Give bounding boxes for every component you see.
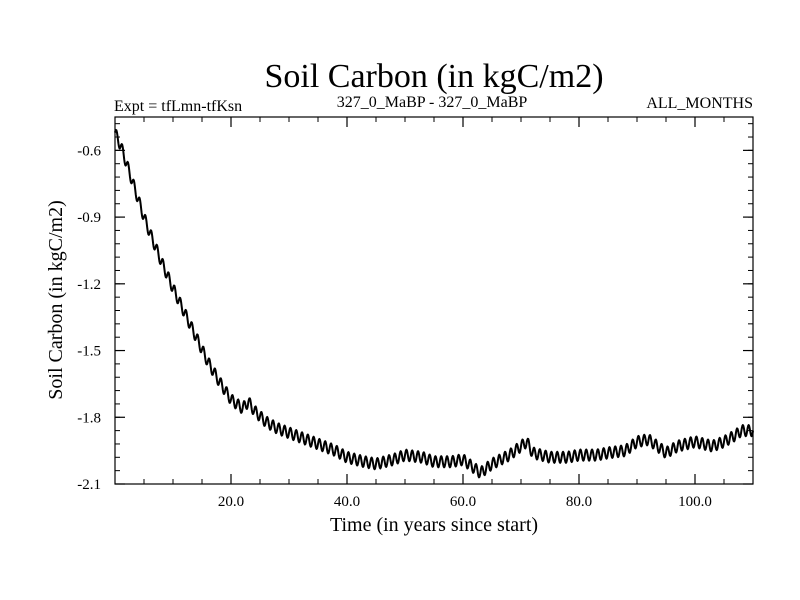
chart-title: Soil Carbon (in kgC/m2) (264, 58, 603, 95)
x-tick-labels: 20.0 40.0 60.0 80.0 100.0 (218, 494, 712, 510)
x-tick-label: 60.0 (450, 494, 476, 510)
subtitle-period: 327_0_MaBP - 327_0_MaBP (337, 94, 528, 111)
y-tick-label: -0.9 (77, 210, 101, 226)
x-tick-label: 20.0 (218, 494, 244, 510)
x-tick-label: 80.0 (566, 494, 592, 510)
y-tick-label: -2.1 (77, 477, 101, 493)
soil-carbon-series-line (114, 128, 754, 479)
x-tick-label: 100.0 (678, 494, 712, 510)
y-tick-labels: -0.6 -0.9 -1.2 -1.5 -1.8 -2.1 (77, 143, 101, 493)
y-tick-label: -0.6 (77, 143, 101, 159)
x-axis-label: Time (in years since start) (330, 514, 538, 536)
y-axis-label: Soil Carbon (in kgC/m2) (45, 200, 67, 399)
axis-ticks (115, 117, 753, 485)
plot-frame (114, 116, 754, 485)
subtitle-months: ALL_MONTHS (646, 95, 753, 112)
y-tick-label: -1.2 (77, 277, 101, 293)
y-tick-label: -1.5 (77, 344, 101, 360)
y-tick-label: -1.8 (77, 410, 101, 426)
subtitle-experiment: Expt = tfLmn-tfKsn (114, 98, 242, 115)
x-tick-label: 40.0 (334, 494, 360, 510)
